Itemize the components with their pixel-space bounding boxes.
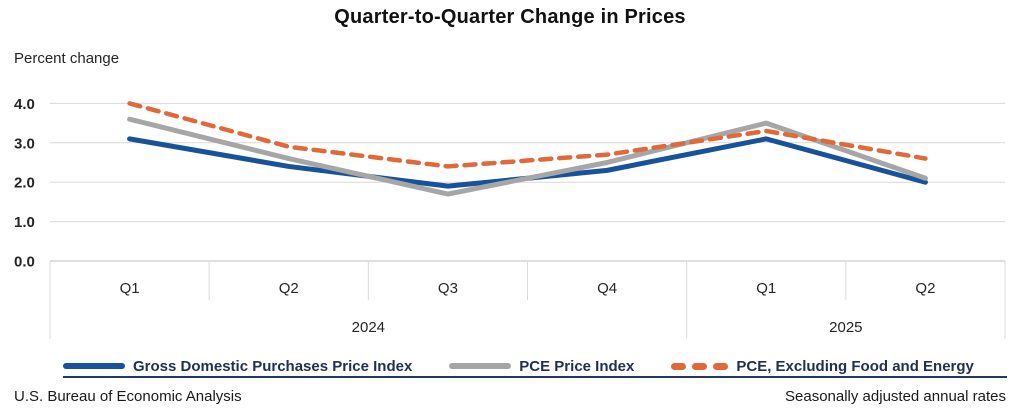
legend-item-pce-price-index: PCE Price Index: [449, 358, 634, 375]
gray-line-swatch-icon: [449, 363, 512, 369]
adjustment-note: Seasonally adjusted annual rates: [785, 388, 1006, 405]
y-axis-title: Percent change: [14, 50, 120, 67]
series-line-2: [127, 101, 928, 169]
legend-label: PCE Price Index: [519, 357, 635, 375]
x-tick-label: Q4: [597, 280, 617, 297]
footer-divider: [63, 376, 1007, 378]
blue-line-swatch-icon: [63, 363, 125, 369]
year-label: 2024: [352, 319, 385, 336]
x-tick-label: Q2: [279, 280, 299, 297]
chart-title: Quarter-to-Quarter Change in Prices: [334, 6, 686, 28]
orange-dashed-line-swatch-icon: [671, 362, 729, 370]
y-tick-label: 3.0: [14, 135, 35, 152]
year-label: 2025: [829, 319, 862, 336]
legend-item-pce-excluding-food-energy: PCE, Excluding Food and Energy: [671, 358, 974, 375]
y-tick-label: 4.0: [14, 96, 35, 113]
y-tick-label: 1.0: [14, 214, 35, 231]
x-tick-label: Q2: [915, 280, 935, 297]
y-tick-label: 0.0: [14, 254, 35, 271]
x-tick-label: Q1: [756, 280, 776, 297]
x-tick-label: Q1: [120, 280, 140, 297]
legend: Gross Domestic Purchases Price Index PCE…: [63, 356, 1008, 376]
x-tick-label: Q3: [438, 280, 458, 297]
series-line-1: [127, 116, 928, 197]
legend-item-gross-domestic-purchases: Gross Domestic Purchases Price Index: [63, 358, 412, 375]
source-attribution: U.S. Bureau of Economic Analysis: [14, 388, 242, 405]
y-tick-label: 2.0: [14, 175, 35, 192]
price-line-chart: 4.0 3.0 2.0 1.0 0.0 Q1 Q2 Q3 Q4 Q1 Q2 2024 2025: [14, 96, 1006, 339]
legend-label: Gross Domestic Purchases Price Index: [133, 357, 413, 375]
legend-label: PCE, Excluding Food and Energy: [736, 357, 974, 375]
